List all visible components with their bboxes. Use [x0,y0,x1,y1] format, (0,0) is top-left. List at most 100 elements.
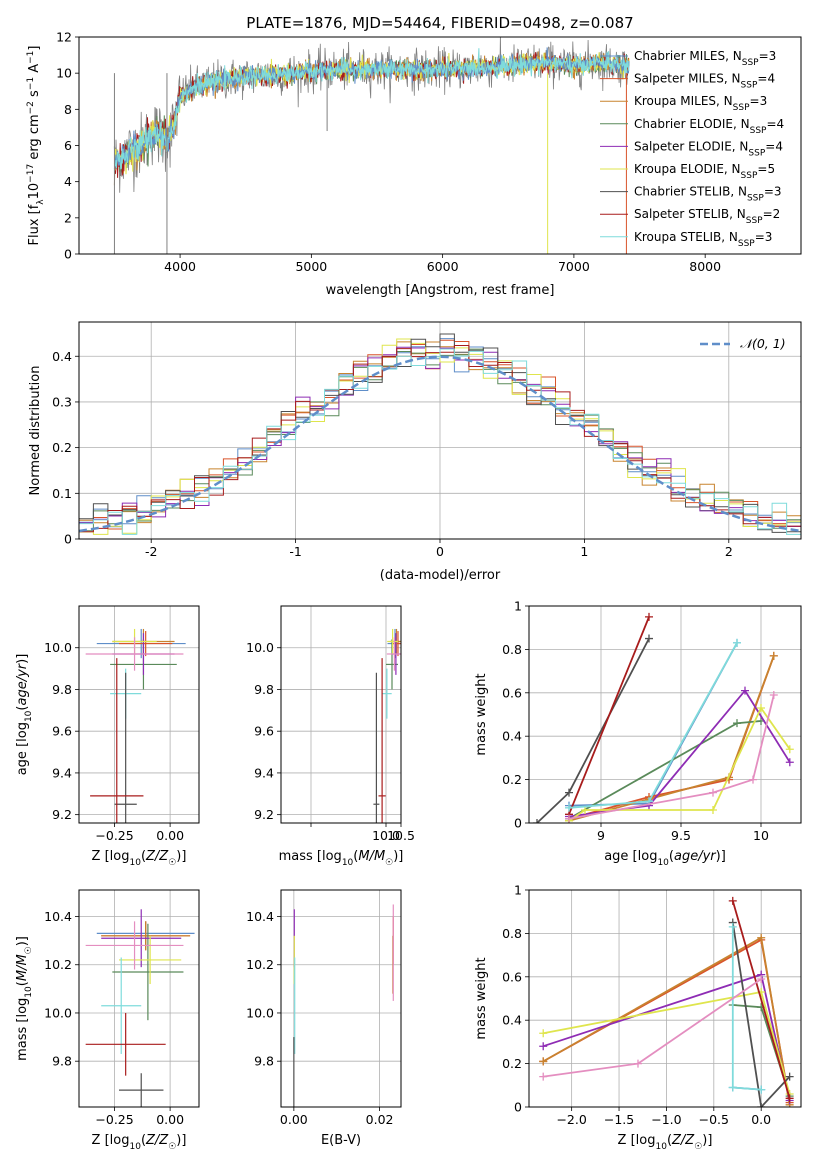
y-tick-label: 0.6 [502,969,522,984]
y-tick-label: 0.2 [502,1056,522,1071]
x-tick-label: 0.00 [280,1112,308,1127]
legend-label: Salpeter STELIB, NSSP=2 [634,207,780,226]
mass-weight-marker [709,805,717,814]
mass-weight-line [568,616,650,815]
x-tick-label: -1 [289,544,301,559]
y-tick-label: 12 [56,30,72,45]
y-tick-label: 9.8 [254,682,274,697]
mass-weight-line [568,689,791,818]
mass-weight-marker [785,745,794,754]
axes-frame [528,605,802,824]
x-axis-label: (data-model)/error [380,568,501,583]
y-tick-label: 0.1 [52,486,72,501]
y-tick-label: 8 [64,102,72,117]
x-tick-label: 4000 [164,259,196,274]
x-tick-label: -2 [145,544,157,559]
plot-area [373,628,401,823]
y-tick-label: 6 [64,138,72,153]
y-tick-label: 0.4 [52,349,72,364]
mass-weight-marker [709,788,717,797]
y-tick-label: 0 [64,247,72,262]
x-tick-label: −0.25 [95,1112,133,1127]
y-tick-label: 0 [514,816,522,831]
y-tick-label: 0.3 [52,394,72,409]
x-axis-label: E(B-V) [321,1133,361,1148]
mass-weight-marker [757,703,765,712]
legend-label: 𝒩(0, 1) [740,336,786,351]
normal-pdf-line [79,355,801,533]
mass-weight-marker [645,612,653,621]
errorbar-axes: −0.25 0.00 9.8 10.0 10.2 10.4 Z [log10(Z/Z☉)] m… [15,889,200,1152]
plot-area [85,909,195,1107]
y-tick-label: 10.0 [44,1005,72,1020]
y-tick-label: 0.4 [502,1013,522,1028]
mass-weight-marker [565,803,573,812]
mass-weight-marker [728,922,737,931]
x-axis-label: wavelength [Angstrom, rest frame] [326,283,555,298]
y-tick-label: 10.4 [246,909,274,924]
mass-weight-axes: −2.0 −1.5 −1.0 −0.5 0.0 0 0.2 0.4 0.6 0.8 1 Z [log1… [474,883,802,1152]
axes-frame [280,605,402,824]
y-tick-label: 9.8 [254,1054,274,1069]
x-tick-label: 2 [725,544,733,559]
x-tick-label: 10.0 [372,828,400,843]
spectrum-model-line [114,47,630,169]
errorbar-axes: −0.25 0.00 9.2 9.4 9.6 9.8 10.0 Z [log10(Z/Z☉)]… [15,605,200,868]
y-tick-label: 9.4 [254,765,274,780]
x-tick-label: 9 [597,828,605,843]
x-tick-label: −0.5 [699,1112,729,1127]
y-tick-label: 9.8 [52,1054,72,1069]
mass-weight-axes: 9 9.5 10 0 0.2 0.4 0.6 0.8 1 age [log10(age/yr)] m… [474,599,802,868]
x-tick-label: 0 [436,544,444,559]
mass-weight-marker [539,1042,548,1051]
y-tick-label: 10.0 [44,640,72,655]
axes-frame [528,889,802,1108]
y-tick-label: 10.0 [246,1005,274,1020]
mass-weight-marker [633,1059,642,1068]
x-tick-label: −0.25 [95,828,133,843]
y-tick-label: 0.4 [502,729,522,744]
y-tick-label: 1 [514,599,522,614]
residual-histogram [79,348,801,535]
mass-weight-marker [785,758,794,767]
errorbar-axes: 0.00 0.02 9.8 10.0 10.2 10.4 E(B-V) [246,889,402,1148]
mass-weight-marker [565,788,573,797]
x-tick-label: −2.0 [556,1112,586,1127]
y-tick-label: 10.2 [44,957,72,972]
y-tick-label: 0.8 [502,642,522,657]
y-tick-label: 0.8 [502,926,522,941]
legend-label: Salpeter ELODIE, NSSP=4 [634,139,783,158]
y-tick-label: 9.4 [52,765,72,780]
y-axis-label: mass [log10(M/M☉)] [15,936,34,1061]
legend-label: Kroupa ELODIE, NSSP=5 [634,162,775,181]
legend-label: Chabrier ELODIE, NSSP=4 [634,117,784,136]
plot-area [539,896,794,1107]
axes-frame [78,889,200,1108]
y-tick-label: 1 [514,883,522,898]
x-tick-label: 0.0 [751,1112,771,1127]
x-tick-label: 8000 [689,259,721,274]
y-tick-label: 0.6 [502,685,522,700]
y-tick-label: 0.2 [502,772,522,787]
y-tick-label: 9.2 [52,807,72,822]
y-axis-label: mass weight [474,957,489,1039]
mass-weight-marker [769,651,778,660]
mass-weight-marker [785,1072,794,1081]
x-tick-label: 0.00 [156,1112,184,1127]
residual-axes: -2 -1 0 1 2 0 0.1 0.2 0.3 0.4 𝒩(0, 1) (data-model)/… [28,321,802,583]
y-tick-label: 4 [64,174,72,189]
y-tick-label: 10.0 [246,640,274,655]
y-tick-label: 10.4 [44,909,72,924]
y-axis-label: age [log10(age/yr)] [15,654,34,776]
mass-weight-marker [757,933,766,942]
mass-weight-marker [769,690,778,699]
legend: Chabrier MILES, NSSP=3 Salpeter MILES, NS… [600,49,784,249]
mass-weight-marker [539,1029,548,1038]
y-tick-label: 0 [64,532,72,547]
y-tick-label: 9.6 [52,724,72,739]
mass-weight-marker [733,638,741,647]
x-tick-label: 10 [753,828,769,843]
axes-frame [78,605,200,824]
